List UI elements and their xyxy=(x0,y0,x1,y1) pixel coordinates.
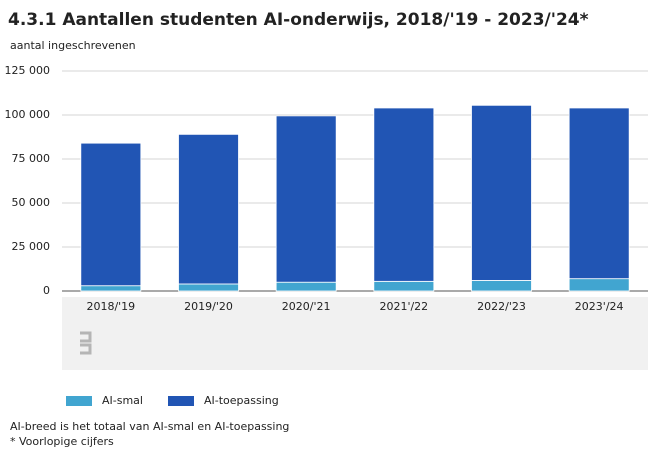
y-tick-label: 0 xyxy=(43,284,50,297)
bar-segment xyxy=(80,285,142,292)
y-tick-label: 25 000 xyxy=(12,240,51,253)
y-tick-label: 100 000 xyxy=(5,108,51,121)
y-axis-label: aantal ingeschrevenen xyxy=(10,39,136,52)
bar-segment xyxy=(275,281,337,292)
y-tick-label: 75 000 xyxy=(12,152,51,165)
y-tick-label: 125 000 xyxy=(5,64,51,77)
x-tick-label: 2021'/22 xyxy=(379,300,428,313)
bar-segment xyxy=(275,115,337,283)
x-tick-label: 2019/'20 xyxy=(184,300,233,313)
chart-title: 4.3.1 Aantallen studenten AI-onderwijs, … xyxy=(8,10,589,30)
x-tick-label: 2020/'21 xyxy=(282,300,331,313)
footer-panel xyxy=(62,297,648,370)
bar-segment xyxy=(80,142,142,287)
x-tick-label: 2022/'23 xyxy=(477,300,526,313)
bar-segment xyxy=(373,280,435,292)
bar-segment xyxy=(471,104,532,281)
legend-label: AI-toepassing xyxy=(204,394,279,407)
bar-segment xyxy=(178,283,239,292)
y-tick-label: 50 000 xyxy=(12,196,51,209)
bar-segment xyxy=(568,107,630,280)
bar-segment xyxy=(471,280,532,292)
x-tick-label: 2023'/24 xyxy=(575,300,624,313)
note: AI-breed is het totaal van AI-smal en AI… xyxy=(10,420,289,433)
legend-swatch xyxy=(168,396,194,406)
bar-segment xyxy=(568,278,630,292)
legend-swatch xyxy=(66,396,92,406)
logo xyxy=(80,331,92,355)
x-tick-label: 2018/'19 xyxy=(86,300,135,313)
bar-segment xyxy=(178,133,239,285)
bar-segment xyxy=(373,107,435,282)
note: * Voorlopige cijfers xyxy=(10,435,114,448)
legend-label: AI-smal xyxy=(102,394,143,407)
